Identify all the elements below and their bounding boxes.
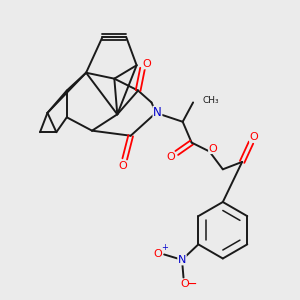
Text: O: O (208, 143, 217, 154)
Text: O: O (181, 279, 189, 289)
Text: O: O (250, 132, 258, 142)
Text: O: O (153, 249, 162, 259)
Text: CH₃: CH₃ (202, 97, 219, 106)
Text: O: O (167, 152, 175, 162)
Text: −: − (187, 278, 198, 291)
Text: O: O (143, 59, 152, 69)
Text: O: O (119, 161, 128, 171)
Text: +: + (161, 243, 168, 252)
Text: N: N (153, 106, 162, 119)
Text: N: N (178, 255, 186, 265)
